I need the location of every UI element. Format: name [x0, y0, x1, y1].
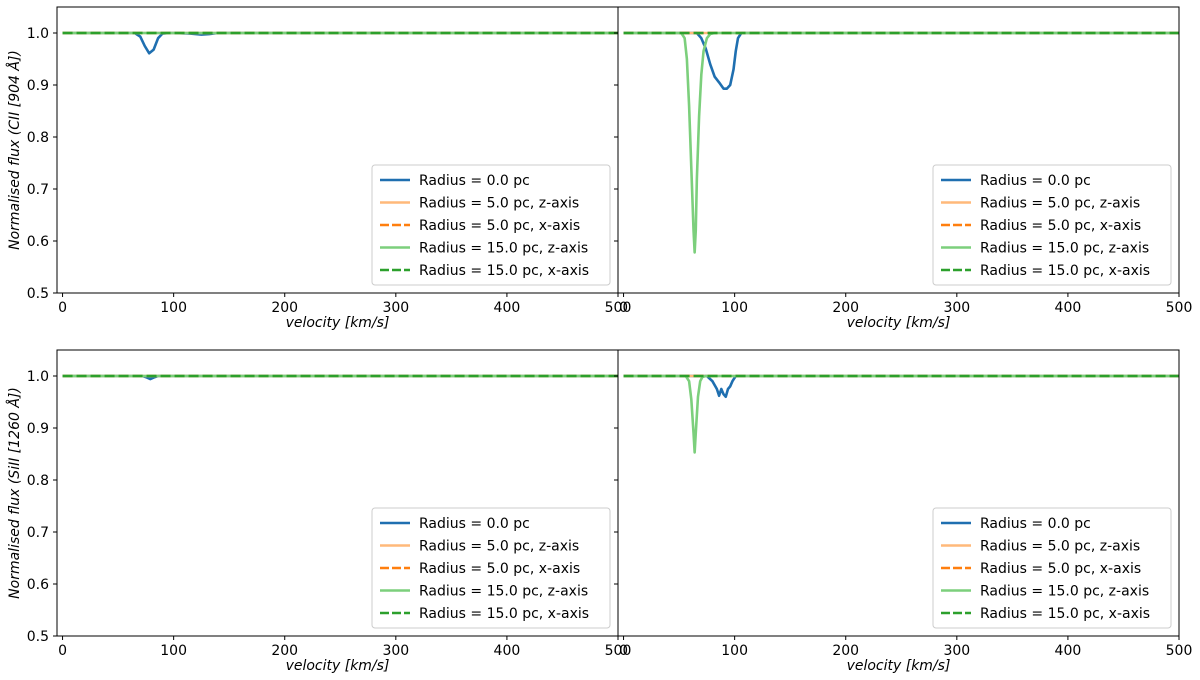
- y-tick-label: 1.0: [27, 369, 49, 385]
- legend-entry-label: Radius = 0.0 pc: [980, 173, 1091, 189]
- legend-entry-label: Radius = 5.0 pc, x-axis: [419, 218, 580, 234]
- x-tick-label: 400: [494, 300, 521, 316]
- legend-entry-label: Radius = 5.0 pc, z-axis: [419, 539, 579, 555]
- x-tick-label: 0: [619, 300, 628, 316]
- y-tick-label: 0.6: [27, 577, 49, 593]
- y-tick-label: 0.9: [27, 78, 49, 94]
- legend-entry-label: Radius = 15.0 pc, z-axis: [419, 584, 588, 600]
- y-tick-label: 0.5: [27, 629, 49, 645]
- legend-entry-label: Radius = 5.0 pc, x-axis: [980, 561, 1141, 577]
- x-tick-label: 0: [58, 643, 67, 659]
- plot-frame: [617, 6, 1180, 294]
- panel-bottom-right: 0 100 200 300 400 500 velocity [km/s] Radius = …: [614, 349, 1193, 674]
- x-tick-label: 500: [1166, 643, 1193, 659]
- legend-entry-label: Radius = 15.0 pc, x-axis: [980, 606, 1150, 622]
- y-tick-label: 0.9: [27, 421, 49, 437]
- legend-entry-label: Radius = 0.0 pc: [419, 516, 530, 532]
- x-tick-label: 100: [160, 643, 187, 659]
- y-axis-label: Normalised flux (SiII [1260 Å]): [6, 387, 23, 599]
- series-group: [623, 374, 1179, 454]
- series-line: [62, 31, 618, 55]
- y-tick-label: 1.0: [27, 26, 49, 42]
- x-axis-label: velocity [km/s]: [286, 658, 390, 674]
- legend-entry-label: Radius = 15.0 pc, z-axis: [419, 241, 588, 257]
- series-group: [62, 31, 618, 55]
- series-line: [623, 31, 1179, 254]
- legend-entry-label: Radius = 0.0 pc: [419, 173, 530, 189]
- x-tick-label: 200: [271, 643, 298, 659]
- legend-entry-label: Radius = 5.0 pc, x-axis: [980, 218, 1141, 234]
- y-tick-label: 0.5: [27, 286, 49, 302]
- legend-frame: [371, 507, 611, 629]
- x-tick-label: 300: [943, 300, 970, 316]
- legend-entry-label: Radius = 5.0 pc, z-axis: [980, 539, 1140, 555]
- y-tick-label: 0.6: [27, 234, 49, 250]
- x-tick-label: 300: [943, 643, 970, 659]
- x-tick-label: 300: [382, 300, 409, 316]
- x-axis-label: velocity [km/s]: [286, 315, 390, 331]
- x-tick-label: 0: [619, 643, 628, 659]
- x-tick-label: 0: [58, 300, 67, 316]
- legend: Radius = 0.0 pc Radius = 5.0 pc, z-axis Ra…: [371, 507, 611, 629]
- x-tick-label: 500: [605, 643, 632, 659]
- legend-entry-label: Radius = 15.0 pc, x-axis: [419, 263, 589, 279]
- y-tick-label: 0.8: [27, 473, 49, 489]
- legend-entry-label: Radius = 5.0 pc, z-axis: [419, 196, 579, 212]
- legend-entry-label: Radius = 15.0 pc, z-axis: [980, 241, 1149, 257]
- legend-frame: [932, 164, 1172, 286]
- series-line: [623, 374, 1179, 454]
- y-tick-label: 0.7: [27, 182, 49, 198]
- legend-entry-label: Radius = 15.0 pc, x-axis: [419, 606, 589, 622]
- legend-entry-label: Radius = 15.0 pc, x-axis: [980, 263, 1150, 279]
- series-group: [623, 31, 1179, 254]
- series-line: [623, 374, 1179, 399]
- x-tick-label: 300: [382, 643, 409, 659]
- legend-entry-label: Radius = 0.0 pc: [980, 516, 1091, 532]
- series-group: [62, 374, 618, 381]
- legend-entry-label: Radius = 5.0 pc, z-axis: [980, 196, 1140, 212]
- y-tick-label: 0.7: [27, 525, 49, 541]
- panel-top-right: 0 100 200 300 400 500 velocity [km/s] Radius = …: [614, 6, 1193, 331]
- legend-frame: [371, 164, 611, 286]
- x-tick-label: 100: [721, 643, 748, 659]
- x-axis-label: velocity [km/s]: [847, 658, 951, 674]
- legend-entry-label: Radius = 15.0 pc, z-axis: [980, 584, 1149, 600]
- x-tick-label: 400: [1055, 300, 1082, 316]
- plot-frame: [617, 349, 1180, 637]
- y-axis-label: Normalised flux (CII [904 Å]): [6, 50, 23, 250]
- x-tick-label: 200: [832, 300, 859, 316]
- y-tick-label: 0.8: [27, 130, 49, 146]
- x-tick-label: 100: [160, 300, 187, 316]
- x-tick-label: 100: [721, 300, 748, 316]
- x-tick-label: 200: [271, 300, 298, 316]
- legend-frame: [932, 507, 1172, 629]
- legend-entry-label: Radius = 5.0 pc, x-axis: [419, 561, 580, 577]
- x-tick-label: 500: [1166, 300, 1193, 316]
- legend: Radius = 0.0 pc Radius = 5.0 pc, z-axis Ra…: [932, 164, 1172, 286]
- x-tick-label: 200: [832, 643, 859, 659]
- x-tick-label: 500: [605, 300, 632, 316]
- x-axis-label: velocity [km/s]: [847, 315, 951, 331]
- legend: Radius = 0.0 pc Radius = 5.0 pc, z-axis Ra…: [371, 164, 611, 286]
- x-tick-label: 400: [494, 643, 521, 659]
- x-tick-label: 400: [1055, 643, 1082, 659]
- legend: Radius = 0.0 pc Radius = 5.0 pc, z-axis Ra…: [932, 507, 1172, 629]
- panel-bottom-left: 0 100 200 300 400 500 0.5 0.6 0.7 0.8 0.9 1.0 veloci…: [6, 349, 632, 674]
- panel-top-left: 0 100 200 300 400 500 0.5 0.6 0.7 0.8 0.9 1.0 veloci…: [6, 6, 632, 331]
- series-line: [623, 31, 1179, 90]
